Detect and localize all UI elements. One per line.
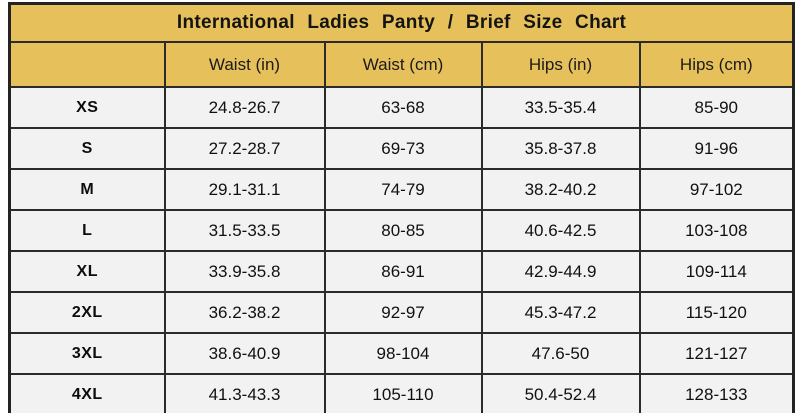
column-header: Waist (in) bbox=[163, 41, 326, 88]
size-label: M bbox=[8, 168, 166, 211]
table-row: M 29.1-31.1 74-79 38.2-40.2 97-102 bbox=[8, 168, 795, 211]
size-value-cell: 31.5-33.5 bbox=[163, 209, 326, 252]
size-value-cell: 42.9-44.9 bbox=[480, 250, 641, 293]
size-value-cell: 33.9-35.8 bbox=[163, 250, 326, 293]
size-value-cell: 35.8-37.8 bbox=[480, 127, 641, 170]
size-value-cell: 109-114 bbox=[638, 250, 795, 293]
size-value-cell: 97-102 bbox=[638, 168, 795, 211]
size-value-cell: 47.6-50 bbox=[480, 332, 641, 375]
size-value-cell: 69-73 bbox=[323, 127, 483, 170]
size-value-cell: 80-85 bbox=[323, 209, 483, 252]
header-row: Waist (in) Waist (cm) Hips (in) Hips (cm) bbox=[8, 41, 795, 88]
size-value-cell: 98-104 bbox=[323, 332, 483, 375]
table-row: 4XL 41.3-43.3 105-110 50.4-52.4 128-133 bbox=[8, 373, 795, 413]
size-value-cell: 38.2-40.2 bbox=[480, 168, 641, 211]
column-header: Waist (cm) bbox=[323, 41, 483, 88]
size-value-cell: 103-108 bbox=[638, 209, 795, 252]
table-row: L 31.5-33.5 80-85 40.6-42.5 103-108 bbox=[8, 209, 795, 252]
table-row: XS 24.8-26.7 63-68 33.5-35.4 85-90 bbox=[8, 86, 795, 129]
table-row: XL 33.9-35.8 86-91 42.9-44.9 109-114 bbox=[8, 250, 795, 293]
size-value-cell: 38.6-40.9 bbox=[163, 332, 326, 375]
table-row: 2XL 36.2-38.2 92-97 45.3-47.2 115-120 bbox=[8, 291, 795, 334]
size-label: L bbox=[8, 209, 166, 252]
size-value-cell: 24.8-26.7 bbox=[163, 86, 326, 129]
size-value-cell: 91-96 bbox=[638, 127, 795, 170]
size-value-cell: 85-90 bbox=[638, 86, 795, 129]
chart-title: International Ladies Panty / Brief Size … bbox=[8, 2, 795, 43]
size-label: 2XL bbox=[8, 291, 166, 334]
size-value-cell: 115-120 bbox=[638, 291, 795, 334]
size-value-cell: 40.6-42.5 bbox=[480, 209, 641, 252]
size-value-cell: 63-68 bbox=[323, 86, 483, 129]
size-value-cell: 86-91 bbox=[323, 250, 483, 293]
size-chart-table: International Ladies Panty / Brief Size … bbox=[8, 2, 796, 413]
size-value-cell: 36.2-38.2 bbox=[163, 291, 326, 334]
table-body: XS 24.8-26.7 63-68 33.5-35.4 85-90 S 27.2-28.7… bbox=[8, 86, 795, 413]
size-value-cell: 45.3-47.2 bbox=[480, 291, 641, 334]
size-value-cell: 29.1-31.1 bbox=[163, 168, 326, 211]
size-value-cell: 92-97 bbox=[323, 291, 483, 334]
table-row: S 27.2-28.7 69-73 35.8-37.8 91-96 bbox=[8, 127, 795, 170]
size-label: S bbox=[8, 127, 166, 170]
size-label: XL bbox=[8, 250, 166, 293]
size-label: 4XL bbox=[8, 373, 166, 413]
title-row: International Ladies Panty / Brief Size … bbox=[8, 2, 795, 43]
size-value-cell: 128-133 bbox=[638, 373, 795, 413]
table-row: 3XL 38.6-40.9 98-104 47.6-50 121-127 bbox=[8, 332, 795, 375]
size-label: 3XL bbox=[8, 332, 166, 375]
column-header: Hips (cm) bbox=[638, 41, 795, 88]
size-value-cell: 27.2-28.7 bbox=[163, 127, 326, 170]
corner-cell bbox=[8, 41, 166, 88]
size-value-cell: 33.5-35.4 bbox=[480, 86, 641, 129]
size-value-cell: 41.3-43.3 bbox=[163, 373, 326, 413]
size-label: XS bbox=[8, 86, 166, 129]
size-value-cell: 105-110 bbox=[323, 373, 483, 413]
size-value-cell: 50.4-52.4 bbox=[480, 373, 641, 413]
size-value-cell: 121-127 bbox=[638, 332, 795, 375]
column-header: Hips (in) bbox=[480, 41, 641, 88]
size-value-cell: 74-79 bbox=[323, 168, 483, 211]
